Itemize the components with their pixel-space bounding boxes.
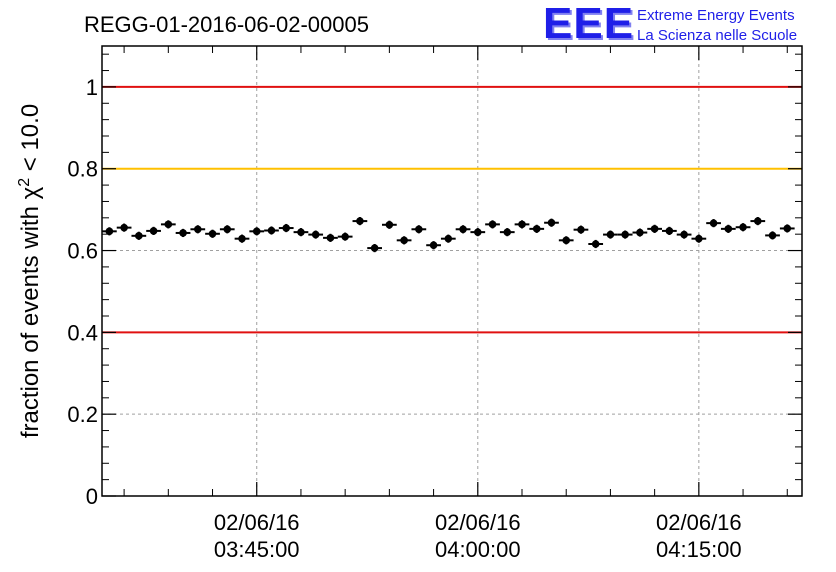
data-point [680, 230, 688, 239]
data-point [238, 234, 246, 243]
data-point [341, 232, 349, 241]
data-point [650, 225, 659, 233]
data-point [105, 227, 114, 236]
data-point [665, 227, 674, 235]
x-tick-label-date: 02/06/16 [656, 510, 742, 535]
data-point [591, 240, 600, 248]
data-point [739, 223, 747, 232]
x-tick-label-time: 04:00:00 [435, 537, 521, 562]
data-point [208, 229, 217, 238]
data-point [621, 230, 629, 239]
data-point [753, 217, 762, 225]
data-point [429, 241, 438, 250]
data-point [356, 217, 364, 225]
x-tick-label-date: 02/06/16 [214, 510, 300, 535]
y-tick-label: 0 [86, 484, 98, 509]
data-point [518, 220, 526, 229]
data-point [149, 227, 158, 235]
logo-line-1: Extreme Energy Events [637, 7, 795, 24]
data-point [267, 226, 276, 235]
data-point [695, 234, 703, 243]
data-point [606, 230, 615, 239]
data-point [370, 244, 379, 252]
data-point [768, 231, 777, 240]
data-point [326, 234, 335, 242]
chart-title: REGG-01-2016-06-02-00005 [84, 12, 369, 37]
x-tick-label-time: 04:15:00 [656, 537, 742, 562]
data-point [444, 234, 453, 243]
x-tick-label-time: 03:45:00 [214, 537, 300, 562]
data-point [547, 218, 556, 227]
data-point [297, 228, 305, 236]
logo-mark: EEE [543, 0, 635, 48]
data-point [179, 229, 187, 237]
data-point [562, 236, 571, 245]
y-tick-label: 1 [86, 75, 98, 100]
data-point [532, 225, 541, 233]
data-point [459, 225, 467, 234]
y-tick-label: 0.4 [67, 320, 98, 345]
data-point [488, 220, 497, 229]
data-point [400, 236, 408, 245]
x-tick-label-date: 02/06/16 [435, 510, 521, 535]
data-point [282, 224, 291, 232]
data-point [783, 224, 792, 233]
data-point [636, 228, 644, 237]
y-tick-label: 0.8 [67, 157, 98, 182]
data-point [193, 225, 202, 234]
data-point [577, 225, 585, 234]
logo-line-2: La Scienza nelle Scuole [637, 27, 798, 44]
eee-logo: EEE Extreme Energy Events La Scienza nel… [543, 0, 833, 48]
data-point [311, 230, 320, 239]
data-point [415, 225, 423, 234]
data-point [385, 220, 394, 229]
plot-frame [101, 45, 803, 497]
data-point [120, 223, 128, 232]
data-point [503, 228, 512, 236]
data-point [724, 225, 733, 233]
y-axis-label: fraction of events with χ2 < 10.0 [16, 104, 44, 438]
data-point [252, 227, 261, 236]
data-point [223, 225, 232, 234]
data-point [709, 219, 718, 227]
data-point [164, 220, 173, 229]
data-point [473, 228, 482, 236]
data-point [135, 232, 143, 240]
y-tick-label: 0.2 [67, 402, 98, 427]
y-tick-label: 0.6 [67, 239, 98, 264]
